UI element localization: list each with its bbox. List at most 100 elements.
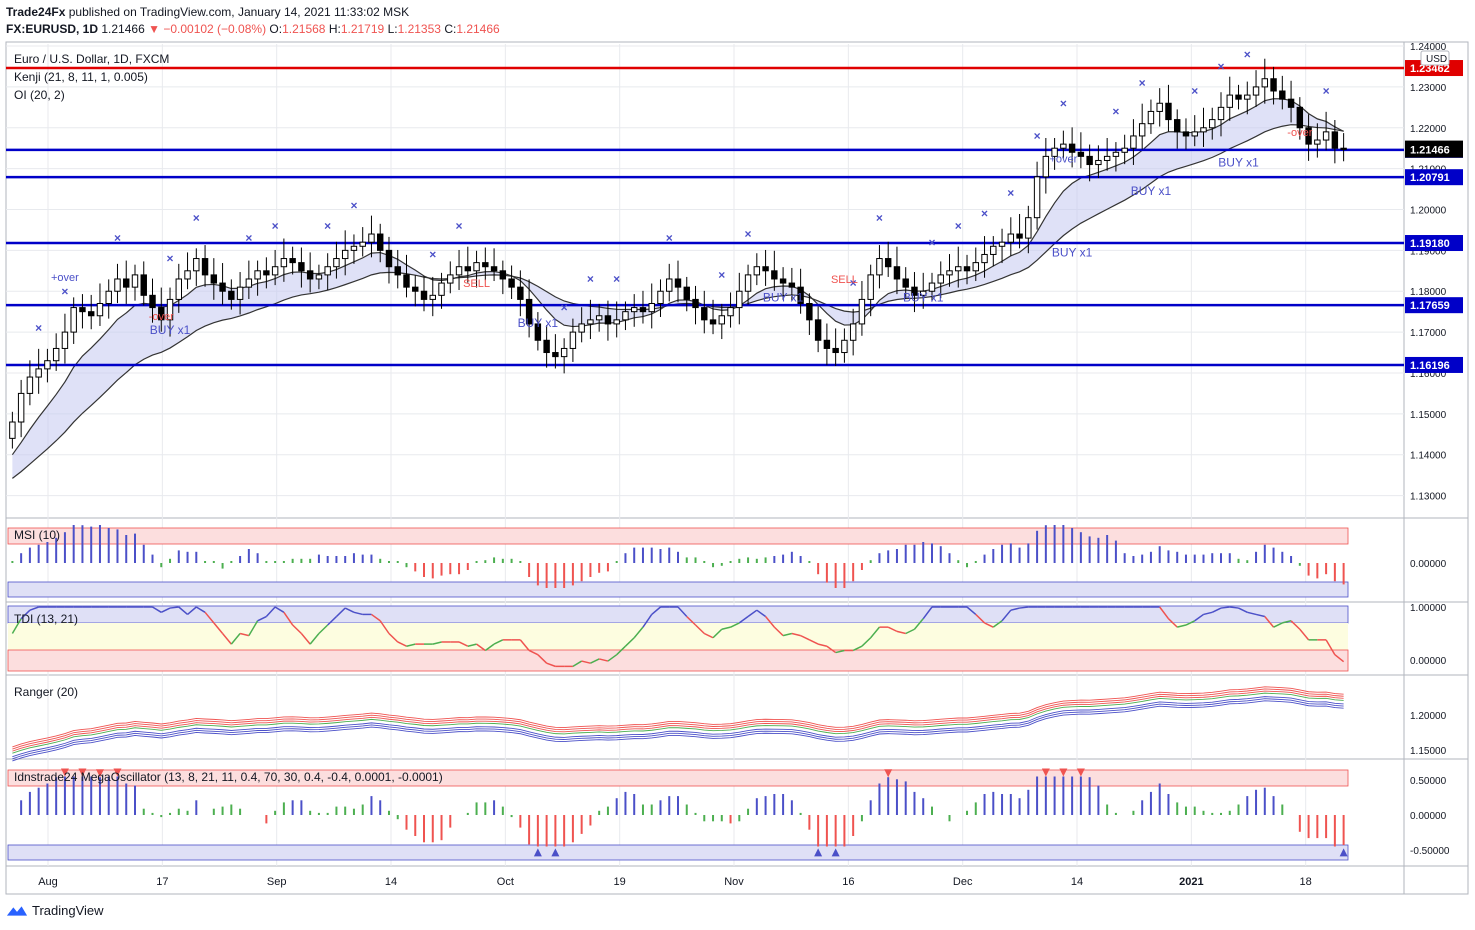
tdi-segment [239, 632, 250, 637]
kenji-legend[interactable]: Kenji (21, 8, 11, 1, 0.005) [14, 70, 148, 84]
tdi-segment [1001, 609, 1012, 622]
time-tick-label: 14 [385, 876, 397, 888]
mega-legend[interactable]: Idnstrade24 MegaOscillator (13, 8, 21, 1… [14, 770, 443, 784]
tdi-segment [309, 633, 320, 645]
candle-body [1068, 143, 1076, 153]
tdi-segment [283, 611, 294, 626]
tdi-segment [896, 630, 906, 635]
chart-frame [5, 41, 1469, 895]
tradingview-logo-icon [6, 905, 28, 916]
tdi-segment [730, 622, 740, 628]
ranger-lines [12, 686, 1344, 762]
candle-body [17, 392, 25, 423]
price-tag-label: 1.17659 [1410, 300, 1450, 312]
tdi-segment [1325, 639, 1336, 656]
tdi-segment [1299, 628, 1310, 641]
tdi-segment [300, 633, 311, 645]
tdi-segment [476, 643, 486, 652]
tdi-segment [318, 624, 329, 635]
tdi-legend[interactable]: TDI (13, 21) [14, 612, 79, 626]
tdi-segment [765, 616, 775, 628]
tdi-segment [248, 620, 259, 637]
time-tick-label: 16 [842, 876, 854, 888]
over-plus-label: +over [1049, 154, 1077, 166]
candle-body [639, 307, 647, 313]
ranger-line [12, 686, 1344, 748]
tdi-segment [572, 660, 583, 668]
candle-body [920, 290, 927, 296]
time-tick-label: Dec [953, 876, 973, 888]
ranger-legend[interactable]: Ranger (20) [14, 685, 79, 699]
mega-sell-triangle [884, 769, 893, 778]
candle-body [166, 298, 174, 321]
ranger-line [12, 696, 1344, 758]
signal-cross: × [1007, 186, 1014, 200]
candle-body [736, 290, 743, 309]
tdi-segment [458, 641, 469, 647]
ranger-line [12, 698, 1344, 760]
candle-body [385, 249, 393, 268]
candle-body [263, 270, 270, 276]
candle-body [490, 266, 498, 272]
oi-legend[interactable]: OI (20, 2) [14, 88, 65, 102]
candle-body [438, 282, 445, 296]
price-tick-label: 1.19000 [1410, 246, 1447, 257]
signal-cross: × [429, 248, 436, 262]
candle-body [1340, 147, 1347, 150]
signal-cross: × [1191, 84, 1198, 98]
candle-body [771, 270, 778, 280]
footer-brand[interactable]: TradingView [6, 903, 104, 918]
candle-body [1287, 98, 1295, 108]
horizontal-levels [6, 66, 1404, 367]
candle-body [779, 278, 787, 284]
publisher-name[interactable]: Trade24Fx [6, 5, 66, 19]
tdi-segment [195, 606, 206, 613]
sell-signal-label: SELL [831, 274, 858, 286]
tdi-segment [344, 607, 355, 613]
tdi-segment [616, 645, 626, 656]
price-axis: 1.240001.230001.220001.210001.200001.190… [1410, 42, 1450, 857]
candle-body [893, 266, 901, 280]
candle-body [201, 258, 209, 276]
tdi-segment [397, 641, 407, 647]
time-tick-label: Aug [38, 876, 58, 888]
tdi-segment [1255, 613, 1265, 618]
tdi-segment [1019, 606, 1029, 609]
ranger-line [12, 688, 1344, 750]
tdi-segment [1247, 611, 1257, 616]
buy-signal-label: BUY x1 [150, 323, 191, 337]
tdi-segment [694, 624, 705, 635]
candle-body [26, 376, 34, 394]
candle-body [1305, 127, 1312, 145]
tdi-segment [467, 643, 477, 647]
low-value: 1.21353 [397, 22, 441, 36]
tdi-segment [817, 643, 828, 647]
candle-body [762, 266, 769, 272]
mega-tick-label: 0.00000 [1410, 811, 1447, 822]
close-label: C: [444, 22, 457, 36]
symbol-label: FX:EURUSD, 1D [6, 22, 99, 36]
candle-body [1244, 94, 1251, 100]
tdi-segment [975, 613, 986, 624]
candle-body [849, 323, 857, 341]
tdi-segment [913, 618, 924, 630]
signal-cross: × [1060, 96, 1067, 110]
tdi-segment [712, 628, 723, 639]
mega-sell-triangle [60, 768, 69, 777]
tdi-segment [756, 609, 767, 618]
candle-body [412, 286, 419, 292]
candle-body [236, 286, 244, 300]
candle-body [517, 286, 524, 300]
tdi-segment [1167, 618, 1178, 628]
ohlc-line: FX:EURUSD, 1D 1.21466 ▼ −0.00102 (−0.08%… [6, 22, 500, 36]
candle-body [1261, 78, 1269, 88]
price-tags: 1.234621.214601.207911.191801.176591.161… [1405, 50, 1463, 373]
candle-body [578, 323, 585, 333]
candle-body [254, 270, 261, 280]
msi-legend[interactable]: MSI (10) [14, 528, 61, 542]
candle-body [394, 266, 401, 276]
signal-cross: × [193, 211, 200, 225]
price-tag [1405, 356, 1463, 373]
signal-cross: × [587, 272, 594, 286]
